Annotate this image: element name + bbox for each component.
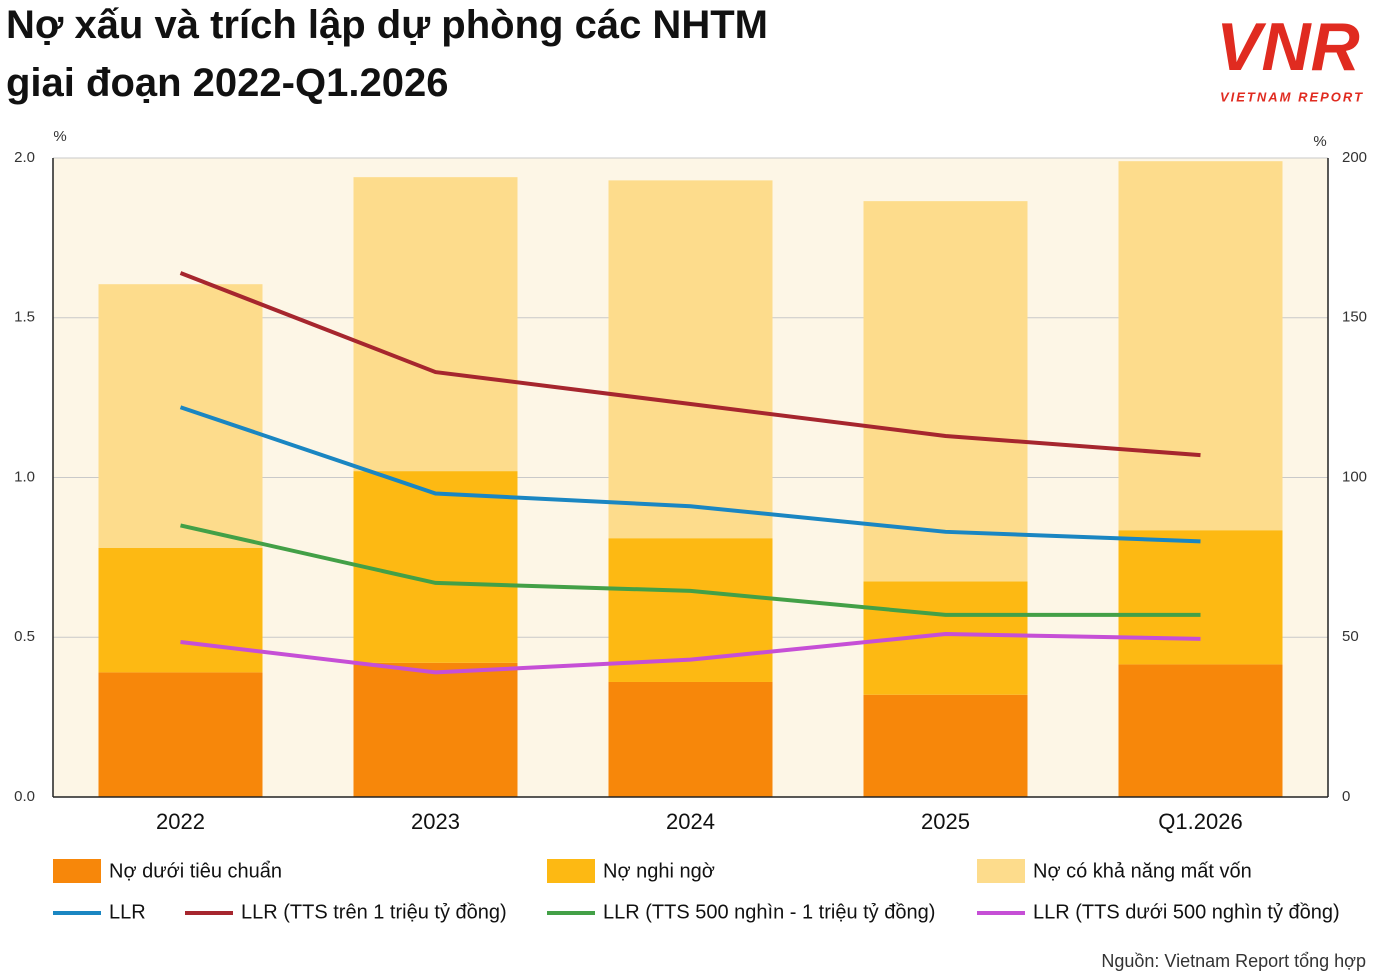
bar-segment	[863, 694, 1028, 797]
bar-segment	[1118, 664, 1283, 797]
y-tick-label: 2.0	[14, 149, 35, 166]
y-tick-label: 0.5	[14, 628, 35, 645]
legend-label: LLR (TTS dưới 500 nghìn tỷ đồng)	[1033, 901, 1340, 923]
line-series	[179, 271, 1201, 458]
bar-segment	[863, 201, 1028, 582]
x-tick-label: 2024	[666, 809, 715, 834]
bar-segment	[98, 547, 263, 673]
x-tick-label: 2025	[921, 809, 970, 834]
legend-label: LLR (TTS trên 1 triệu tỷ đồng)	[241, 901, 507, 923]
y-tick-label: 0.0	[14, 788, 35, 805]
y2-tick-label: 50	[1342, 628, 1359, 645]
legend-label: LLR	[109, 901, 146, 923]
logo-mark: VNR	[1216, 9, 1360, 85]
x-tick-label: 2023	[411, 809, 460, 834]
legend-swatch	[53, 859, 101, 883]
x-tick-label: 2022	[156, 809, 205, 834]
legend-label: LLR (TTS 500 nghìn - 1 triệu tỷ đồng)	[603, 901, 935, 923]
y-tick-label: 1.0	[14, 468, 35, 485]
x-tick-label: Q1.2026	[1158, 809, 1242, 834]
y2-tick-label: 200	[1342, 149, 1367, 166]
logo-text: VIETNAM REPORT	[1220, 89, 1364, 104]
line-series	[180, 523, 1201, 617]
line-series	[179, 405, 1201, 544]
legend-label: Nợ nghi ngờ	[603, 860, 715, 882]
legend-label: Nợ dưới tiêu chuẩn	[109, 860, 282, 882]
bar-segment	[98, 284, 263, 548]
legend-swatch	[547, 859, 595, 883]
line-series	[180, 632, 1201, 675]
y2-tick-label: 0	[1342, 788, 1350, 805]
bar-segment	[608, 681, 773, 797]
source: Nguồn: Vietnam Report tổng hợp	[1101, 951, 1366, 971]
bar-segment	[353, 662, 518, 797]
y-tick-label: 1.5	[14, 309, 35, 326]
bar-segment	[98, 672, 263, 797]
bar-segment	[608, 180, 773, 539]
bar-segment	[353, 471, 518, 663]
legend-label: Nợ có khả năng mất vốn	[1033, 860, 1252, 882]
y2-tick-label: 100	[1342, 468, 1367, 485]
bar-segment	[353, 177, 518, 472]
bar-segment	[1118, 161, 1283, 531]
chart-title: giai đoạn 2022-Q1.2026	[6, 61, 448, 105]
y-unit: %	[53, 128, 66, 145]
y2-unit: %	[1313, 133, 1326, 150]
chart-title: Nợ xấu và trích lập dự phòng các NHTM	[6, 3, 768, 47]
bar-segment	[1118, 530, 1283, 665]
legend-swatch	[977, 859, 1025, 883]
y2-tick-label: 150	[1342, 309, 1367, 326]
